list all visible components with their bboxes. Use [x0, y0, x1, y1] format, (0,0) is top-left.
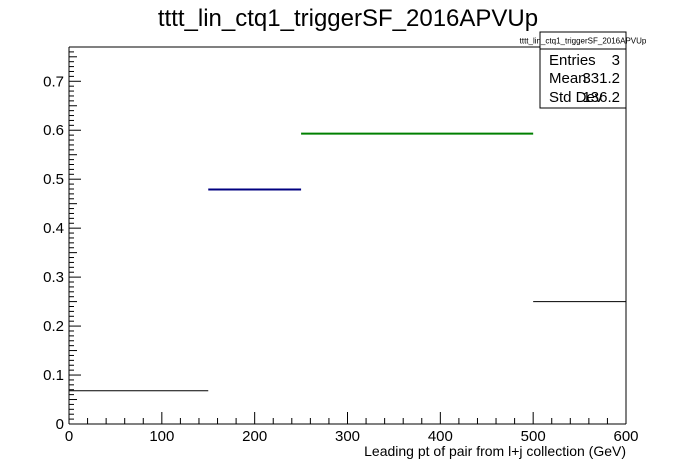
- tick-labels: 0 100 200 300 400 500 600 0 0.1 0.2 0.3 0.4 0.5 0.6 0.…: [43, 73, 638, 445]
- x-tick-label: 0: [65, 428, 73, 445]
- y-tick-label: 0.2: [43, 318, 64, 335]
- histogram-bins: [69, 132, 626, 392]
- y-tick-label: 0.3: [43, 269, 64, 286]
- x-tick-label: 300: [335, 428, 360, 445]
- stats-box-frame: [539, 31, 627, 109]
- y-tick-label: 0.5: [43, 171, 64, 188]
- x-tick-label: 100: [149, 428, 174, 445]
- x-tick-label: 600: [613, 428, 638, 445]
- stats-stddev-label: Std Dev: [549, 89, 603, 106]
- x-tick-label: 500: [521, 428, 546, 445]
- y-tick-label: 0: [56, 416, 64, 433]
- stats-entries-value: 3: [612, 52, 620, 69]
- axis-ticks: [68, 51, 627, 425]
- stats-box: tttt_lin_ctq1_triggerSF_2016APVUp Entrie…: [520, 31, 647, 109]
- stats-mean-label: Mean: [549, 70, 587, 87]
- x-axis-label: Leading pt of pair from l+j collection (…: [364, 443, 626, 459]
- y-tick-label: 0.6: [43, 122, 64, 139]
- stats-stddev-value: 136.2: [582, 89, 620, 106]
- stats-mean-value: 331.2: [582, 70, 620, 87]
- stats-entries-label: Entries: [549, 52, 596, 69]
- x-tick-label: 200: [242, 428, 267, 445]
- x-tick-label: 400: [428, 428, 453, 445]
- stats-title: tttt_lin_ctq1_triggerSF_2016APVUp: [520, 37, 647, 46]
- y-tick-label: 0.1: [43, 367, 64, 384]
- chart-title: tttt_lin_ctq1_triggerSF_2016APVUp: [158, 5, 538, 32]
- y-tick-label: 0.7: [43, 73, 64, 90]
- y-tick-label: 0.4: [43, 220, 64, 237]
